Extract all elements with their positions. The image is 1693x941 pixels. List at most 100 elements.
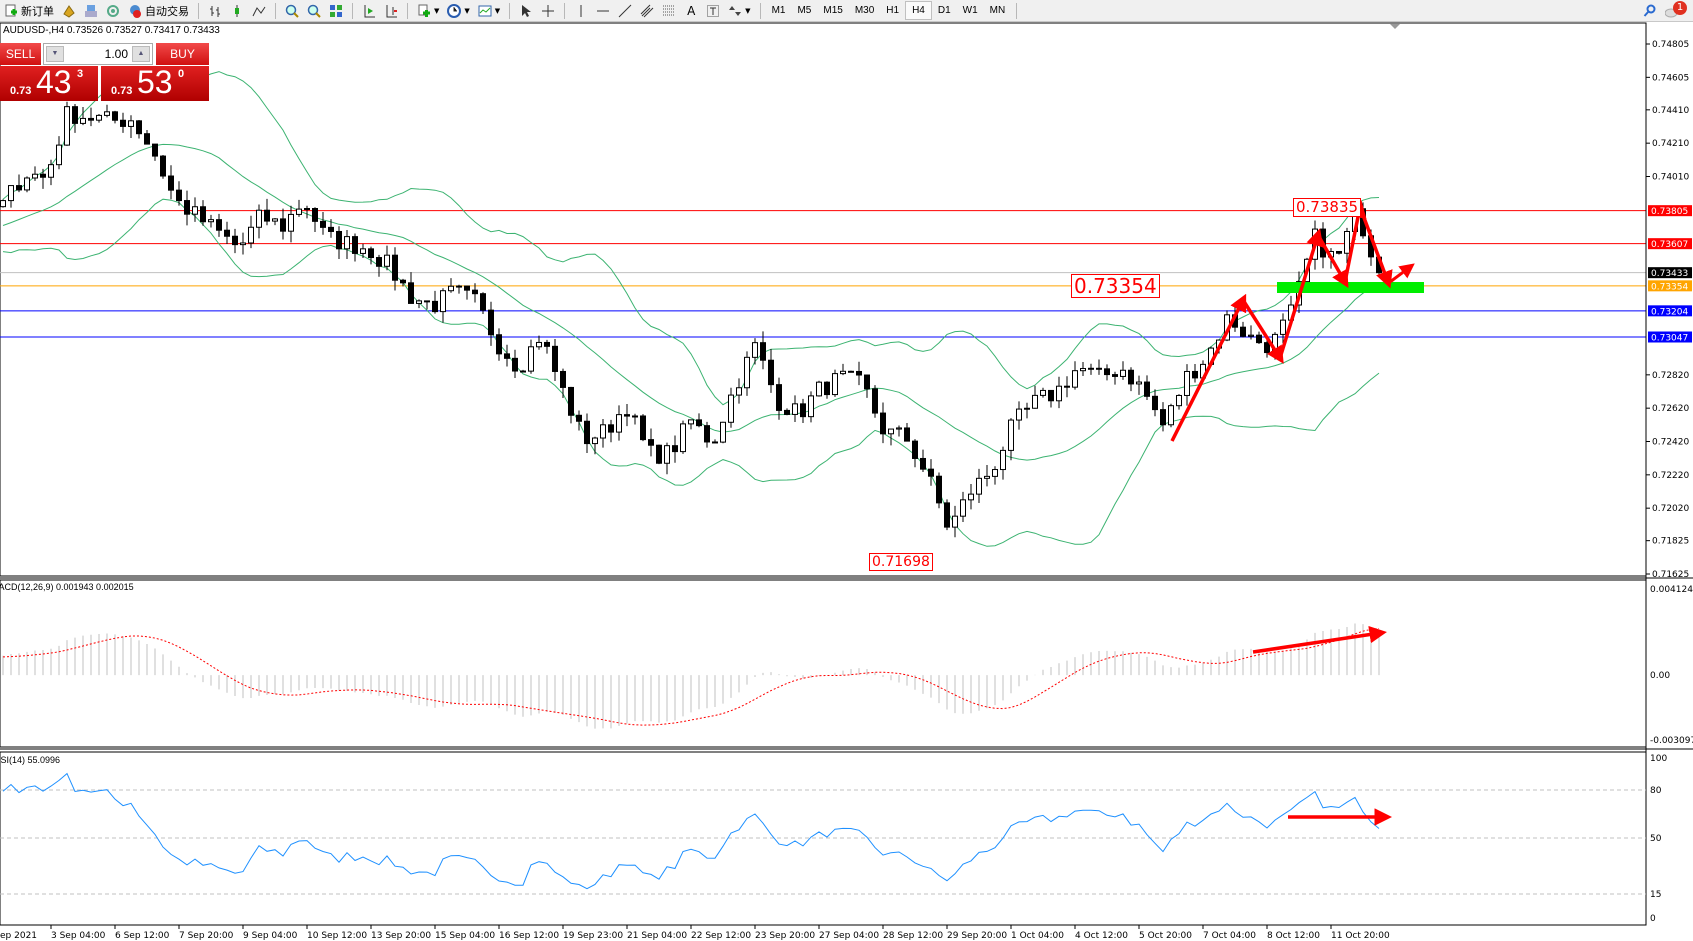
- arrows-button[interactable]: ▼: [724, 1, 754, 20]
- text-button[interactable]: A: [680, 1, 702, 20]
- timeframe-m15[interactable]: M15: [823, 5, 843, 16]
- timeframe-w1[interactable]: W1: [962, 5, 978, 16]
- auto-scroll-button[interactable]: [358, 1, 380, 20]
- bear-candle: [784, 409, 790, 415]
- text-label-button[interactable]: [702, 1, 724, 20]
- low-price-label[interactable]: 0.71698: [869, 553, 933, 571]
- candle-chart-button[interactable]: [226, 1, 248, 20]
- chart-shift-button[interactable]: [380, 1, 402, 20]
- vertical-line-icon: [574, 4, 588, 18]
- symbol-info: AUDUSD-,H4 0.73526 0.73527 0.73417 0.734…: [3, 25, 220, 36]
- one-click-trading-panel: SELL ▼ 1.00 ▲ BUY 0.73 43 3 0.73 53 0: [0, 43, 209, 101]
- bull-candle: [1088, 367, 1094, 370]
- bull-candle: [616, 414, 622, 433]
- sell-price[interactable]: 0.73 43 3: [0, 64, 98, 101]
- time-axis-label: 9 Sep 04:00: [243, 931, 298, 941]
- price-axis-label: 0.71625: [1652, 570, 1689, 580]
- sell-button[interactable]: SELL: [0, 43, 41, 65]
- bear-candle: [496, 334, 502, 355]
- bear-candle: [408, 282, 414, 304]
- bear-candle: [1192, 370, 1198, 379]
- price-level-value: 0.73805: [1651, 207, 1688, 217]
- vertical-line-button[interactable]: [570, 1, 592, 20]
- bar-chart-icon: [208, 4, 222, 18]
- separator: [1016, 2, 1018, 19]
- auto-trading-button[interactable]: 自动交易: [124, 1, 193, 20]
- notification-badge: 1: [1673, 1, 1687, 15]
- indicators-button[interactable]: ▼: [413, 1, 443, 20]
- timeframe-m1[interactable]: M1: [771, 5, 786, 16]
- bear-candle: [320, 220, 326, 228]
- tile-windows-button[interactable]: [325, 1, 347, 20]
- time-axis-label: 13 Sep 20:00: [371, 931, 431, 941]
- time-axis-label: 29 Sep 20:00: [947, 931, 1007, 941]
- bar-chart-button[interactable]: [204, 1, 226, 20]
- periods-button[interactable]: ▼: [443, 1, 473, 20]
- sell-price-prefix: 0.73: [10, 85, 32, 97]
- lot-size-input[interactable]: ▼ 1.00 ▲: [43, 43, 153, 65]
- rsi-axis-label: 15: [1650, 890, 1661, 900]
- timeframe-h4[interactable]: H4: [905, 1, 932, 20]
- price-axis-label: 0.72220: [1652, 471, 1689, 481]
- bull-candle: [752, 342, 758, 358]
- signals-button[interactable]: [102, 1, 124, 20]
- templates-button[interactable]: ▼: [474, 1, 504, 20]
- rsi-axis-label: 80: [1650, 786, 1662, 796]
- bull-candle: [792, 403, 798, 415]
- increase-lot-button[interactable]: ▲: [132, 46, 150, 62]
- timeframe-m5[interactable]: M5: [797, 5, 812, 16]
- bull-candle: [8, 185, 14, 202]
- time-axis-label: 11 Oct 20:00: [1331, 931, 1390, 941]
- price-level-tag: [1648, 238, 1692, 250]
- notifications-button[interactable]: 1: [1661, 1, 1693, 20]
- bear-candle: [576, 414, 582, 422]
- timeframe-m30[interactable]: M30: [854, 5, 875, 16]
- fibonacci-button[interactable]: [658, 1, 680, 20]
- bull-candle: [272, 218, 278, 222]
- price-level-value: 0.73047: [1651, 334, 1688, 344]
- data-window-button[interactable]: [80, 1, 102, 20]
- bear-candle: [1144, 381, 1150, 397]
- bull-candle: [592, 437, 598, 445]
- decrease-lot-button[interactable]: ▼: [46, 46, 64, 62]
- buy-price[interactable]: 0.73 53 0: [101, 64, 209, 101]
- bear-candle: [904, 427, 910, 442]
- bull-candle: [0, 200, 6, 208]
- bull-candle: [1248, 334, 1254, 337]
- bull-candle: [1008, 419, 1014, 451]
- bull-candle: [720, 421, 726, 443]
- timeframe-h1[interactable]: H1: [886, 5, 900, 16]
- trendline-button[interactable]: [614, 1, 636, 20]
- buy-button[interactable]: BUY: [156, 43, 209, 65]
- zigzag-arrow: [1241, 299, 1284, 364]
- market-watch-button[interactable]: [58, 1, 80, 20]
- high-price-label[interactable]: 0.73835: [1293, 198, 1362, 217]
- channel-button[interactable]: [636, 1, 658, 20]
- arrows-icon: [728, 4, 742, 18]
- cursor-button[interactable]: [515, 1, 537, 20]
- search-button[interactable]: [1639, 1, 1661, 20]
- macd-histogram: [2, 623, 1380, 729]
- auto-trading-label: 自动交易: [145, 4, 189, 18]
- timeframe-d1[interactable]: D1: [937, 5, 951, 16]
- bear-candle: [552, 345, 558, 372]
- new-order-icon: [4, 4, 18, 18]
- timeframe-mn[interactable]: MN: [989, 5, 1006, 16]
- horizontal-line-button[interactable]: [592, 1, 614, 20]
- bull-candle: [832, 373, 838, 396]
- time-axis-label: ep 2021: [0, 931, 37, 941]
- price-level-value: 0.73607: [1651, 240, 1688, 250]
- new-order-button[interactable]: 新订单: [0, 1, 58, 20]
- crosshair-button[interactable]: [537, 1, 559, 20]
- bull-candle: [1120, 369, 1126, 377]
- time-axis-label: 8 Oct 12:00: [1267, 931, 1320, 941]
- support-price-label[interactable]: 0.73354: [1071, 274, 1160, 298]
- line-chart-button[interactable]: [248, 1, 270, 20]
- rsi-axis-label: 100: [1650, 754, 1667, 764]
- bull-candle: [816, 381, 822, 397]
- zoom-in-button[interactable]: [281, 1, 303, 20]
- bear-candle: [1264, 342, 1270, 354]
- zoom-out-button[interactable]: [303, 1, 325, 20]
- bear-candle: [328, 226, 334, 232]
